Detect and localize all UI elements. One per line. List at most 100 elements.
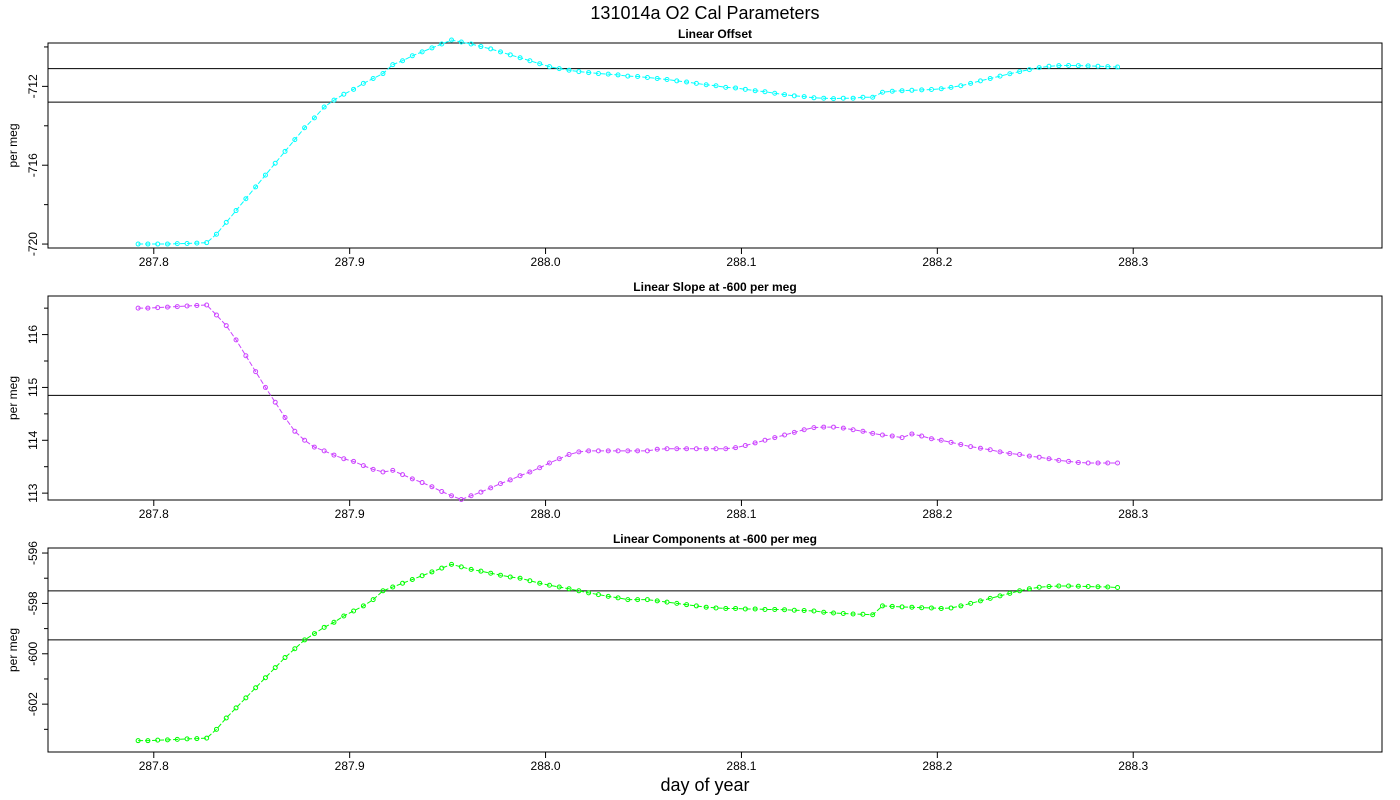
data-point xyxy=(292,137,298,143)
data-point xyxy=(674,446,680,452)
data-point xyxy=(498,481,503,487)
data-point xyxy=(272,665,278,671)
data-point xyxy=(204,240,210,246)
x-tick-label: 287.9 xyxy=(335,759,365,773)
data-point xyxy=(693,80,699,86)
data-point xyxy=(292,646,298,652)
data-point xyxy=(635,74,641,80)
data-point xyxy=(341,456,347,462)
data-point xyxy=(331,97,337,103)
data-point xyxy=(928,605,934,611)
data-point xyxy=(351,86,357,92)
panel-title: Linear Offset xyxy=(678,27,752,41)
data-point xyxy=(801,607,807,613)
data-point xyxy=(1095,63,1101,69)
data-point xyxy=(409,476,415,482)
data-point xyxy=(909,431,915,437)
data-point xyxy=(468,41,474,47)
data-point xyxy=(449,493,455,499)
data-point xyxy=(321,104,327,110)
data-point xyxy=(919,605,925,611)
data-point xyxy=(919,433,925,439)
data-point xyxy=(1105,460,1111,466)
data-point xyxy=(1066,458,1072,464)
data-point xyxy=(370,466,376,472)
data-point xyxy=(635,597,641,603)
data-point xyxy=(155,305,161,311)
data-point xyxy=(938,605,944,611)
data-point xyxy=(840,610,846,616)
data-point xyxy=(684,446,690,452)
x-tick-label: 287.8 xyxy=(139,507,169,521)
data-point xyxy=(272,160,278,166)
data-point xyxy=(537,61,543,67)
data-point xyxy=(674,600,680,606)
data-point xyxy=(615,72,621,78)
data-point xyxy=(449,561,455,567)
data-point xyxy=(1026,586,1032,592)
data-point xyxy=(566,586,572,592)
data-point xyxy=(997,593,1003,599)
data-point xyxy=(879,89,885,95)
data-point xyxy=(664,446,670,452)
data-point xyxy=(987,595,993,601)
data-point xyxy=(419,49,425,55)
data-point xyxy=(948,605,954,611)
data-point xyxy=(850,611,856,617)
data-point xyxy=(987,447,993,453)
series-line xyxy=(138,39,1118,245)
data-point xyxy=(733,85,739,91)
data-point xyxy=(586,590,592,596)
y-tick-label: -598 xyxy=(26,591,40,615)
data-point xyxy=(1007,450,1013,456)
data-point xyxy=(576,449,582,455)
data-point xyxy=(595,71,601,77)
data-point xyxy=(145,738,151,744)
data-point xyxy=(684,602,690,608)
series-line xyxy=(138,304,1118,501)
data-point xyxy=(1017,69,1023,75)
data-point xyxy=(321,624,327,630)
data-point xyxy=(262,675,268,681)
data-point xyxy=(791,607,797,613)
plot-frame xyxy=(47,295,1383,501)
data-point xyxy=(821,609,827,615)
series-line xyxy=(138,563,1118,742)
x-tick-label: 288.1 xyxy=(726,759,756,773)
data-point xyxy=(243,695,249,701)
data-point xyxy=(831,424,837,430)
data-point xyxy=(1056,457,1062,463)
plot-frame xyxy=(47,42,1383,249)
x-tick-label: 288.0 xyxy=(531,255,561,269)
data-point xyxy=(782,92,788,98)
data-point xyxy=(703,446,709,452)
data-point xyxy=(870,430,876,436)
data-point xyxy=(742,443,748,449)
data-point xyxy=(478,44,484,50)
data-point xyxy=(380,469,386,475)
data-point xyxy=(351,458,357,464)
data-point xyxy=(400,580,406,586)
x-tick-label: 288.3 xyxy=(1118,759,1148,773)
data-point xyxy=(605,71,611,77)
x-tick-label: 287.8 xyxy=(139,759,169,773)
data-point xyxy=(253,369,259,375)
data-point xyxy=(537,580,543,586)
data-point xyxy=(370,75,376,81)
data-point xyxy=(723,446,729,452)
data-point xyxy=(390,467,396,473)
data-point xyxy=(889,603,895,609)
data-point xyxy=(840,425,846,431)
data-point xyxy=(164,241,170,247)
data-point xyxy=(958,603,964,609)
data-point xyxy=(429,45,435,51)
data-point xyxy=(791,93,797,99)
data-point xyxy=(693,603,699,609)
data-point xyxy=(1026,453,1032,459)
data-point xyxy=(1075,583,1081,589)
data-point xyxy=(194,303,200,309)
data-point xyxy=(390,584,396,590)
data-point xyxy=(135,241,141,247)
data-point xyxy=(586,448,592,454)
data-point xyxy=(311,444,317,450)
